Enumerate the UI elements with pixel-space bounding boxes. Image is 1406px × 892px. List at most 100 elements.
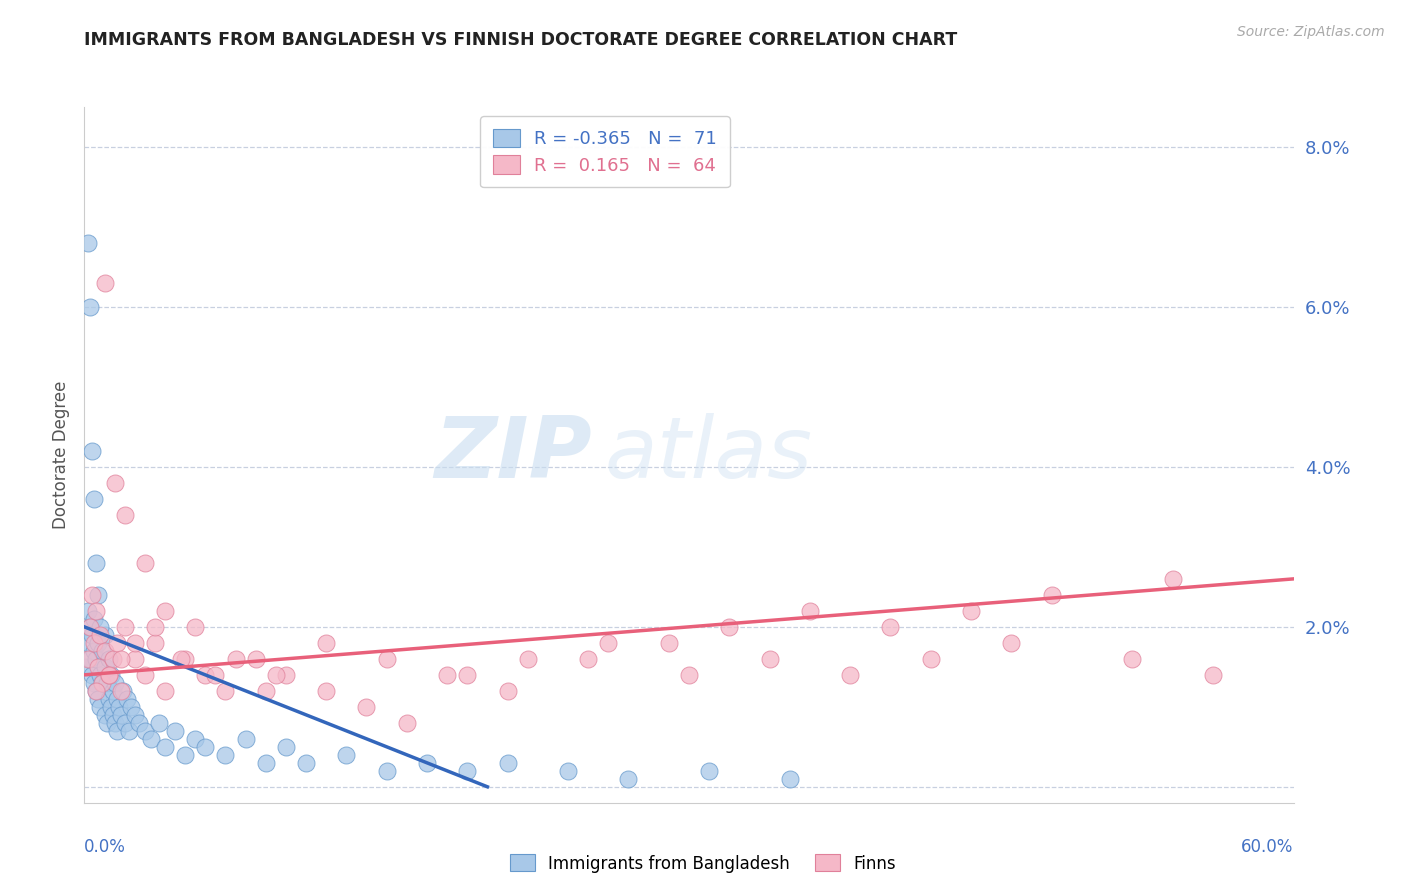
Point bbox=[114, 715, 136, 730]
Point bbox=[79, 620, 101, 634]
Point bbox=[105, 691, 128, 706]
Point bbox=[79, 300, 101, 314]
Point bbox=[920, 652, 942, 666]
Point bbox=[89, 620, 111, 634]
Point bbox=[97, 668, 120, 682]
Point bbox=[1121, 652, 1143, 666]
Point bbox=[128, 715, 150, 730]
Point bbox=[86, 556, 108, 570]
Point bbox=[1000, 636, 1022, 650]
Point bbox=[124, 707, 146, 722]
Legend: Immigrants from Bangladesh, Finns: Immigrants from Bangladesh, Finns bbox=[503, 847, 903, 880]
Point bbox=[93, 628, 115, 642]
Point bbox=[101, 652, 124, 666]
Point bbox=[110, 652, 132, 666]
Point bbox=[174, 652, 197, 666]
Point bbox=[77, 636, 100, 650]
Point bbox=[1202, 668, 1225, 682]
Text: Source: ZipAtlas.com: Source: ZipAtlas.com bbox=[1237, 25, 1385, 39]
Point bbox=[758, 652, 780, 666]
Point bbox=[375, 652, 398, 666]
Point bbox=[86, 652, 108, 666]
Point bbox=[204, 668, 226, 682]
Y-axis label: Doctorate Degree: Doctorate Degree bbox=[52, 381, 70, 529]
Point bbox=[86, 604, 108, 618]
Point bbox=[115, 691, 138, 706]
Point bbox=[105, 636, 128, 650]
Point bbox=[598, 636, 620, 650]
Point bbox=[87, 691, 110, 706]
Point bbox=[104, 475, 127, 490]
Point bbox=[496, 756, 519, 770]
Point bbox=[274, 739, 297, 754]
Point bbox=[82, 588, 104, 602]
Point bbox=[114, 508, 136, 522]
Point bbox=[82, 668, 104, 682]
Point bbox=[96, 715, 118, 730]
Point bbox=[91, 644, 114, 658]
Point bbox=[1161, 572, 1184, 586]
Point bbox=[839, 668, 862, 682]
Point bbox=[254, 683, 277, 698]
Point bbox=[118, 723, 141, 738]
Text: 60.0%: 60.0% bbox=[1241, 838, 1294, 855]
Point bbox=[274, 668, 297, 682]
Point bbox=[254, 756, 277, 770]
Point bbox=[456, 764, 478, 778]
Point bbox=[93, 644, 115, 658]
Point bbox=[87, 636, 110, 650]
Point bbox=[617, 772, 640, 786]
Point bbox=[79, 652, 101, 666]
Point bbox=[97, 668, 120, 682]
Point bbox=[678, 668, 700, 682]
Point bbox=[77, 652, 100, 666]
Point bbox=[89, 628, 111, 642]
Point bbox=[779, 772, 801, 786]
Point bbox=[557, 764, 579, 778]
Point bbox=[184, 620, 207, 634]
Point bbox=[93, 660, 115, 674]
Point bbox=[576, 652, 599, 666]
Point bbox=[97, 652, 120, 666]
Point bbox=[86, 683, 108, 698]
Point bbox=[97, 691, 120, 706]
Point bbox=[89, 668, 111, 682]
Point bbox=[101, 683, 124, 698]
Point bbox=[516, 652, 538, 666]
Point bbox=[91, 676, 114, 690]
Point bbox=[335, 747, 357, 762]
Point bbox=[245, 652, 267, 666]
Point bbox=[143, 636, 166, 650]
Point bbox=[83, 676, 105, 690]
Point bbox=[315, 683, 337, 698]
Point bbox=[395, 715, 418, 730]
Point bbox=[83, 636, 105, 650]
Point bbox=[165, 723, 187, 738]
Point bbox=[83, 644, 105, 658]
Point bbox=[134, 723, 156, 738]
Point bbox=[718, 620, 741, 634]
Text: 0.0%: 0.0% bbox=[84, 838, 127, 855]
Text: atlas: atlas bbox=[605, 413, 813, 497]
Point bbox=[456, 668, 478, 682]
Point bbox=[91, 676, 114, 690]
Point bbox=[697, 764, 720, 778]
Point bbox=[225, 652, 247, 666]
Point bbox=[1040, 588, 1063, 602]
Point bbox=[124, 652, 146, 666]
Point bbox=[77, 604, 100, 618]
Point bbox=[96, 676, 118, 690]
Point bbox=[83, 612, 105, 626]
Point bbox=[960, 604, 983, 618]
Point bbox=[356, 699, 378, 714]
Point bbox=[89, 699, 111, 714]
Point bbox=[879, 620, 901, 634]
Point bbox=[295, 756, 318, 770]
Point bbox=[153, 683, 176, 698]
Point bbox=[375, 764, 398, 778]
Point bbox=[139, 731, 162, 746]
Point bbox=[82, 444, 104, 458]
Point bbox=[170, 652, 193, 666]
Point bbox=[104, 676, 127, 690]
Point bbox=[194, 739, 217, 754]
